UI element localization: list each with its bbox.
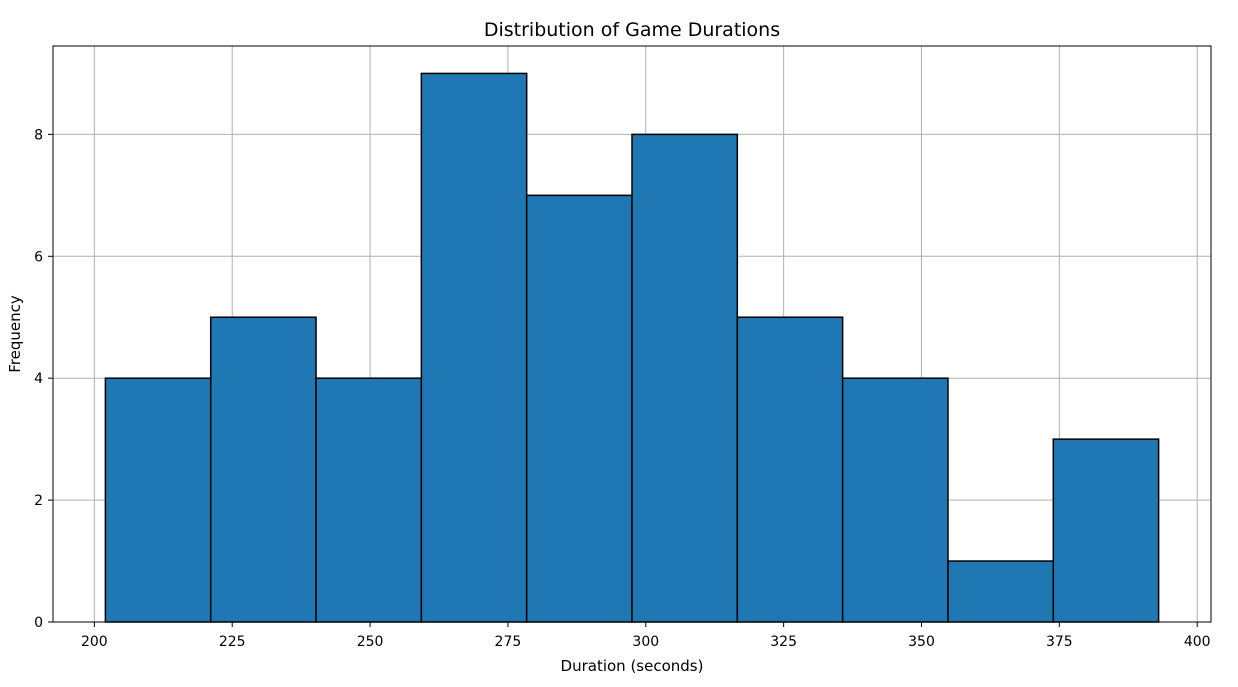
x-tick-label: 300: [632, 634, 659, 650]
chart-title: Distribution of Game Durations: [484, 19, 780, 41]
x-tick-label: 350: [908, 634, 935, 650]
y-tick-label: 0: [34, 615, 43, 631]
histogram-bar: [420, 72, 528, 623]
histogram-bar: [315, 377, 423, 623]
axis-ticks: 200 225 250 275 300 325 350 375 400 0 2 4 6 8: [34, 127, 1211, 650]
y-tick-label: 2: [34, 493, 43, 509]
histogram-bar: [631, 133, 739, 623]
y-tick-label: 4: [34, 371, 43, 387]
x-axis-label: Duration (seconds): [561, 657, 704, 675]
x-tick-label: 275: [495, 634, 522, 650]
x-tick-label: 375: [1046, 634, 1073, 650]
x-tick-label: 325: [770, 634, 797, 650]
y-tick-label: 6: [34, 249, 43, 265]
histogram-bar: [947, 560, 1055, 623]
histogram-bar: [841, 377, 949, 623]
y-axis-label: Frequency: [6, 295, 24, 373]
bars: [104, 72, 1160, 623]
histogram-bar: [104, 377, 212, 623]
histogram-bar: [525, 194, 633, 623]
x-tick-label: 200: [81, 634, 108, 650]
plot-frame: [52, 45, 1212, 623]
histogram-bar: [736, 316, 844, 623]
x-tick-label: 225: [219, 634, 246, 650]
histogram-bar: [209, 316, 317, 623]
x-tick-label: 250: [357, 634, 384, 650]
y-tick-label: 8: [34, 127, 43, 143]
histogram-bar: [1052, 438, 1160, 623]
x-tick-label: 400: [1184, 634, 1211, 650]
